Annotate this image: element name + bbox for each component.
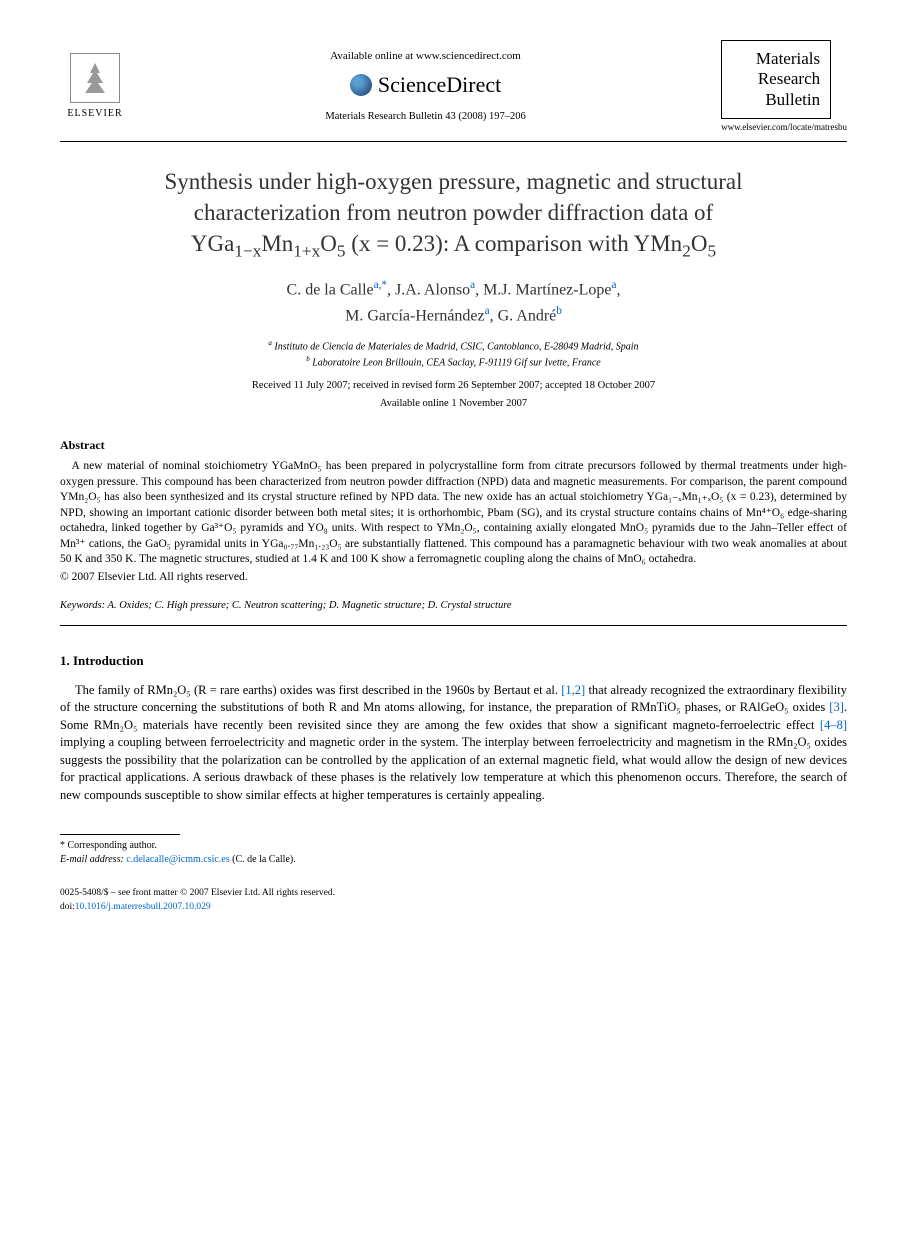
email-label: E-mail address: [60, 854, 126, 865]
abstract-copyright: © 2007 Elsevier Ltd. All rights reserved… [60, 570, 847, 586]
abstract-text: A new material of nominal stoichiometry … [60, 459, 847, 568]
author-4: M. García-Hernández [345, 307, 484, 324]
journal-name-l2: Research [732, 69, 820, 89]
email-name: (C. de la Calle). [230, 854, 296, 865]
ref-link-1-2[interactable]: [1,2] [561, 683, 585, 697]
author-2: , J.A. Alonso [387, 282, 470, 299]
author-5: , G. André [490, 307, 557, 324]
sciencedirect-text: ScienceDirect [378, 70, 501, 100]
introduction-p1: The family of RMn₂O₅ (R = rare earths) o… [60, 682, 847, 805]
email-line: E-mail address: c.delacalle@icmm.csic.es… [60, 853, 847, 867]
elsevier-logo: ELSEVIER [60, 47, 130, 127]
t3e: O [691, 231, 708, 256]
ref-link-4-8[interactable]: [4–8] [820, 718, 847, 732]
affiliation-a: Instituto de Ciencia de Materiales de Ma… [274, 341, 638, 352]
author-3-aff[interactable]: a [611, 279, 616, 291]
abstract-divider [60, 625, 847, 626]
author-5-aff[interactable]: b [556, 305, 562, 317]
footnote-rule [60, 834, 180, 835]
elsevier-text: ELSEVIER [67, 107, 122, 121]
t3d: (x = 0.23): A comparison with YMn [346, 231, 683, 256]
header-divider [60, 141, 847, 142]
email-link[interactable]: c.delacalle@icmm.csic.es [126, 854, 229, 865]
authors: C. de la Callea,*, J.A. Alonso a, M.J. Ma… [60, 277, 847, 328]
journal-url: www.elsevier.com/locate/matresbu [721, 121, 847, 133]
center-header: Available online at www.sciencedirect.co… [130, 49, 721, 124]
keywords: Keywords: A. Oxides; C. High pressure; C… [60, 599, 847, 613]
sciencedirect-logo: ScienceDirect [130, 70, 721, 100]
t3s1: 1−x [234, 242, 261, 261]
article-title: Synthesis under high-oxygen pressure, ma… [60, 166, 847, 263]
doi-link[interactable]: 10.1016/j.materresbull.2007.10.029 [75, 902, 211, 912]
t3a: YGa [191, 231, 234, 256]
introduction-heading: 1. Introduction [60, 652, 847, 670]
corresponding-author: * Corresponding author. [60, 839, 847, 853]
t3b: Mn [261, 231, 293, 256]
t3s5: 5 [707, 242, 716, 261]
dates-received: Received 11 July 2007; received in revis… [60, 379, 847, 393]
abstract-heading: Abstract [60, 437, 847, 453]
author-1: C. de la Calle [287, 282, 374, 299]
affiliation-b: Laboratoire Leon Brillouin, CEA Saclay, … [312, 358, 601, 369]
journal-reference: Materials Research Bulletin 43 (2008) 19… [130, 110, 721, 124]
footer-copyright: 0025-5408/$ – see front matter © 2007 El… [60, 887, 847, 900]
journal-name-l1: Materials [732, 49, 820, 69]
keywords-text: A. Oxides; C. High pressure; C. Neutron … [105, 600, 511, 611]
intro-t4: implying a coupling between ferroelectri… [60, 735, 847, 802]
journal-box-wrap: Materials Research Bulletin www.elsevier… [721, 40, 847, 133]
dates-online: Available online 1 November 2007 [60, 397, 847, 411]
author-3: , M.J. Martínez-Lope [475, 282, 611, 299]
ref-link-3[interactable]: [3] [829, 700, 844, 714]
intro-t1: The family of RMn₂O₅ (R = rare earths) o… [75, 683, 561, 697]
footer: 0025-5408/$ – see front matter © 2007 El… [60, 887, 847, 914]
title-line2: characterization from neutron powder dif… [194, 200, 713, 225]
journal-name-box: Materials Research Bulletin [721, 40, 831, 119]
footnote: * Corresponding author. E-mail address: … [60, 839, 847, 867]
available-online: Available online at www.sciencedirect.co… [130, 49, 721, 64]
doi-label: doi: [60, 902, 75, 912]
affiliations: a Instituto de Ciencia de Materiales de … [60, 338, 847, 371]
elsevier-tree-icon [70, 53, 120, 103]
sciencedirect-icon [350, 74, 372, 96]
header-row: ELSEVIER Available online at www.science… [60, 40, 847, 133]
t3s4: 2 [682, 242, 691, 261]
t3c: O [320, 231, 337, 256]
title-line1: Synthesis under high-oxygen pressure, ma… [164, 169, 742, 194]
author-1-aff[interactable]: a,* [374, 279, 387, 291]
footer-doi: doi:10.1016/j.materresbull.2007.10.029 [60, 901, 847, 914]
journal-name-l3: Bulletin [732, 90, 820, 110]
t3s2: 1+x [293, 242, 320, 261]
keywords-label: Keywords: [60, 600, 105, 611]
t3s3: 5 [337, 242, 346, 261]
